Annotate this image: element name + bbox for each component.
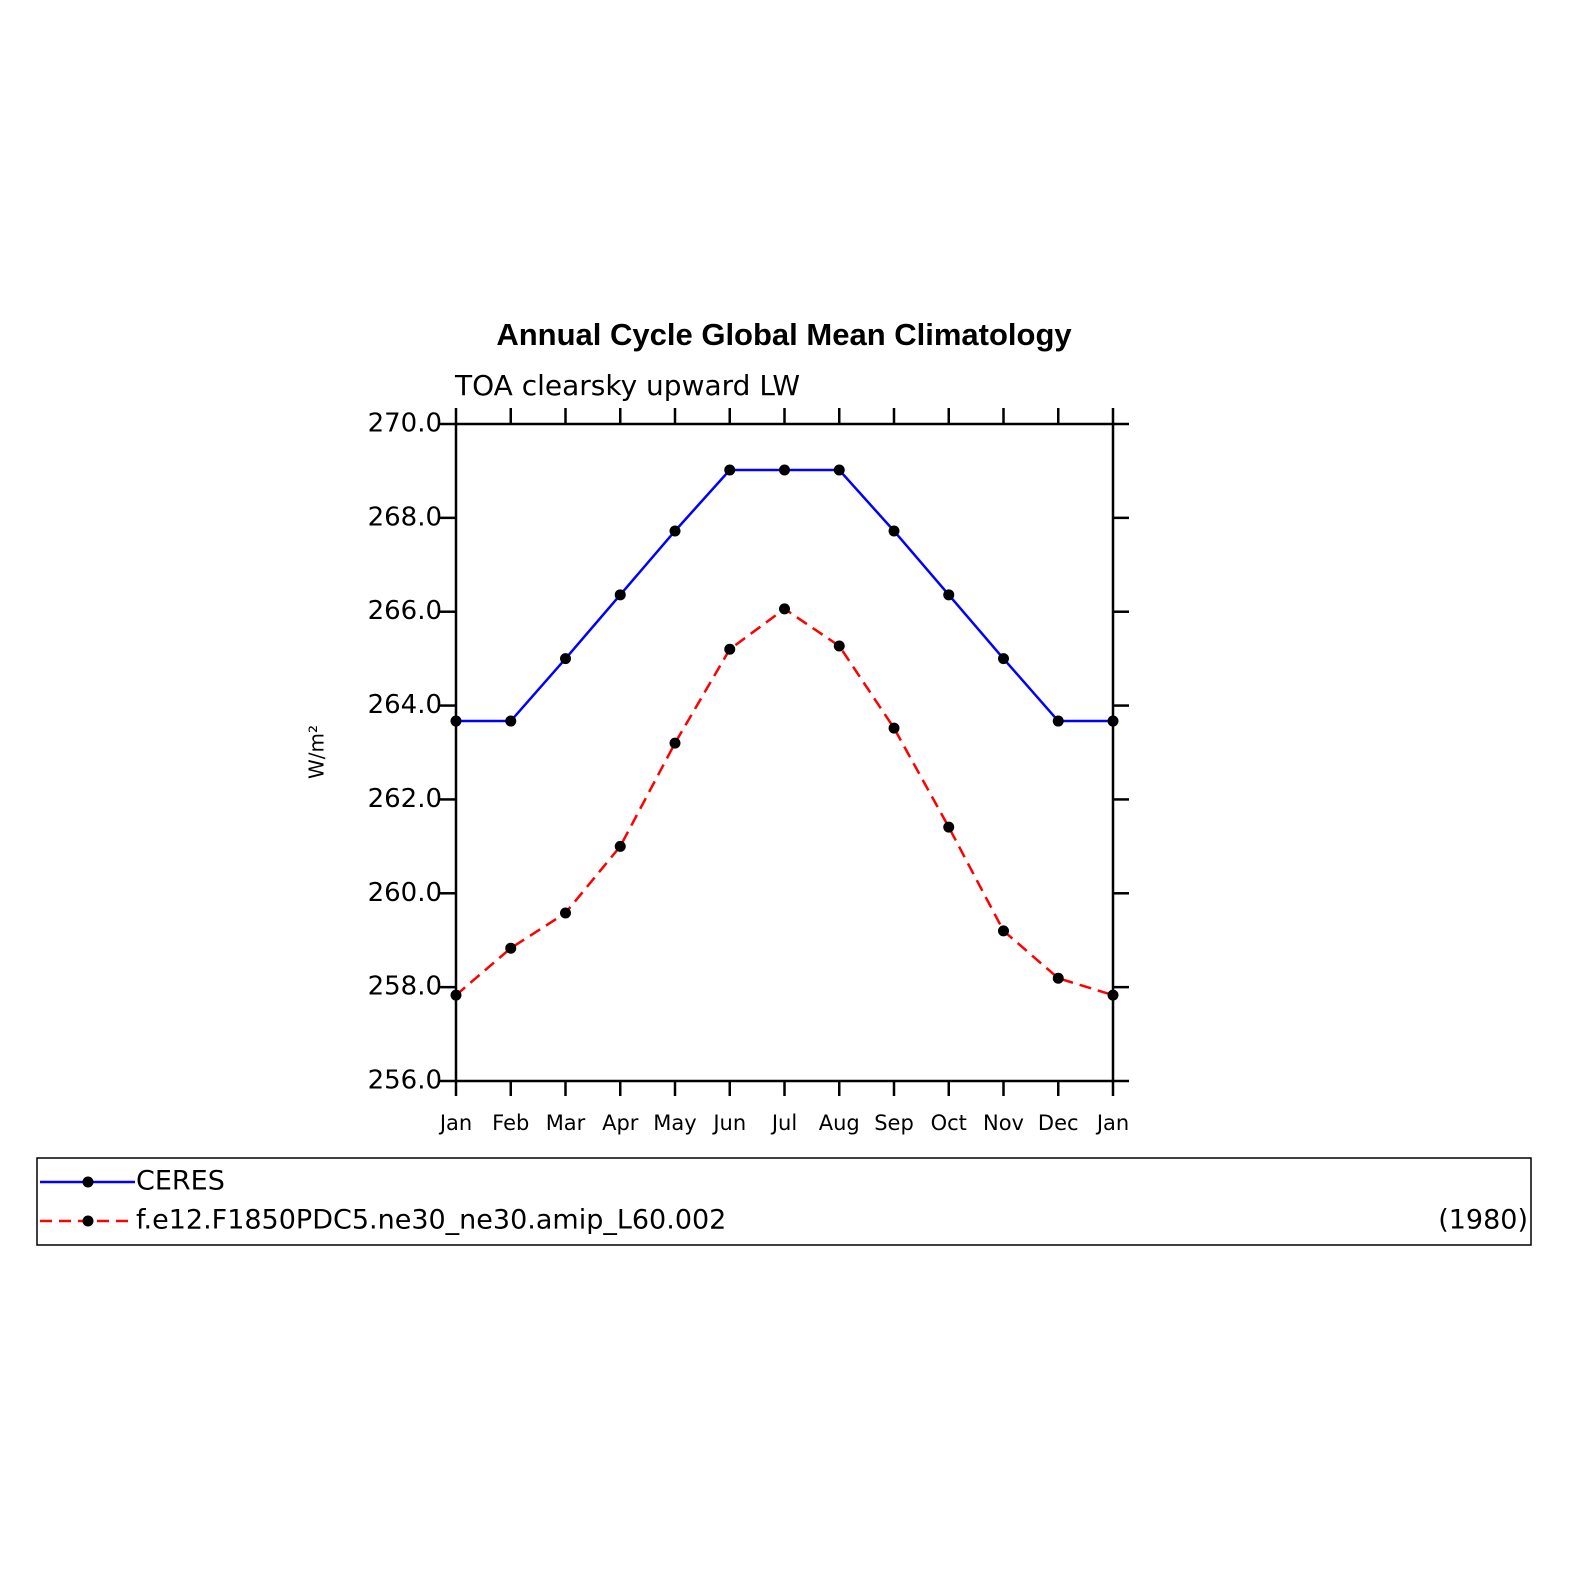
plot-frame [454,422,1115,1083]
series-line [456,468,1113,723]
data-point [1052,715,1064,727]
data-point [669,737,681,749]
legend-box [36,1157,1532,1246]
data-point [450,715,462,727]
data-point [833,640,845,652]
data-point [669,525,681,537]
y-tick-label: 270.0 [368,409,442,439]
y-tick-label: 264.0 [368,690,442,720]
x-tick-label: Nov [983,1111,1024,1135]
data-point [943,821,955,833]
legend-label: f.e12.F1850PDC5.ne30_ne30.amip_L60.002 [136,1205,726,1236]
data-point [560,653,571,665]
x-tick-label: Jan [438,1111,472,1135]
x-tick-label: Apr [602,1111,639,1135]
x-tick-label: Dec [1038,1111,1079,1135]
data-point [779,464,790,476]
data-point [724,643,736,655]
y-tick-label: 256.0 [368,1066,442,1096]
data-point [724,464,736,476]
data-point [888,722,900,734]
chart-title: Annual Cycle Global Mean Climatology [496,317,1072,352]
data-point [450,989,462,1001]
x-tick-label: Sep [874,1111,914,1135]
data-point [614,589,626,601]
legend-note: (1980) [1438,1205,1528,1236]
data-point [1107,715,1119,727]
data-point [833,464,845,476]
y-tick-label: 262.0 [368,784,442,814]
x-tick-label: May [653,1111,696,1135]
legend-marker [82,1215,94,1227]
x-tick-label: Mar [546,1111,586,1135]
legend-label: CERES [136,1166,225,1197]
x-tick-label: Oct [931,1111,967,1135]
x-tick-label: Aug [819,1111,860,1135]
series-line [455,607,1114,997]
y-tick-label: 266.0 [368,596,442,626]
y-tick-label: 258.0 [368,972,442,1002]
data-point [888,525,900,537]
data-point [943,589,955,601]
y-tick-label: 260.0 [368,878,442,908]
data-point [1107,989,1119,1001]
legend-marker [82,1176,94,1188]
x-tick-label: Jan [1095,1111,1129,1135]
y-axis-label: W/m² [305,725,329,779]
data-point [779,603,790,615]
x-tick-label: Jun [711,1111,746,1135]
data-point [998,925,1009,937]
chart-subtitle: TOA clearsky upward LW [454,369,800,402]
data-point [614,840,626,852]
x-tick-label: Feb [492,1111,529,1135]
data-point [998,653,1009,665]
data-point [560,907,571,919]
y-tick-label: 268.0 [368,502,442,532]
data-point [505,715,517,727]
x-tick-label: Jul [770,1111,797,1135]
data-point [1052,972,1064,984]
data-point [505,942,517,954]
